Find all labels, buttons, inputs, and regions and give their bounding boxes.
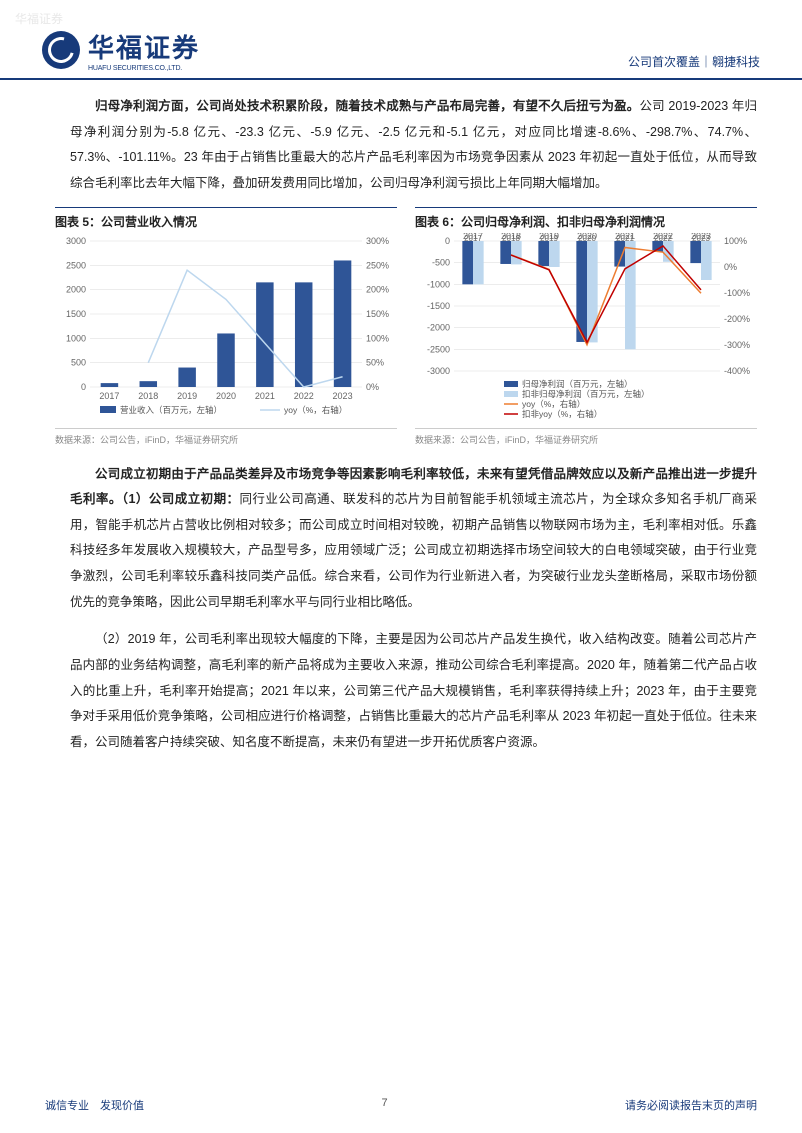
chart-5-title: 图表 5：公司营业收入情况 [55, 207, 397, 233]
chart-6-source: 数据来源：公司公告，iFinD，华福证券研究所 [415, 428, 757, 446]
svg-text:-1500: -1500 [427, 301, 450, 311]
paragraph-3: （2）2019 年，公司毛利率出现较大幅度的下降，主要是因为公司芯片产品发生换代… [0, 615, 802, 755]
svg-text:扣非yoy（%，右轴）: 扣非yoy（%，右轴） [522, 409, 602, 419]
svg-text:0: 0 [81, 382, 86, 392]
chart-6-title: 图表 6：公司归母净利润、扣非归母净利润情况 [415, 207, 757, 233]
svg-text:2017: 2017 [464, 234, 482, 243]
svg-text:2022: 2022 [294, 391, 314, 401]
svg-text:300%: 300% [366, 236, 389, 246]
page-footer: 诚信专业 发现价值 7 请务必阅读报告末页的声明 [0, 1097, 802, 1113]
svg-text:2000: 2000 [66, 284, 86, 294]
svg-text:2019: 2019 [540, 234, 558, 243]
svg-text:2020: 2020 [578, 234, 596, 243]
svg-text:yoy（%，右轴）: yoy（%，右轴） [284, 405, 347, 415]
svg-text:扣非归母净利润（百万元，左轴）: 扣非归母净利润（百万元，左轴） [522, 389, 650, 399]
svg-text:2021: 2021 [616, 234, 634, 243]
svg-text:0%: 0% [724, 262, 737, 272]
svg-text:500: 500 [71, 357, 86, 367]
chart-5: 图表 5：公司营业收入情况 0 500 1000 1500 2000 2500 3000 0%… [55, 207, 397, 446]
footer-right: 请务必阅读报告末页的声明 [625, 1097, 757, 1113]
logo: 华福证券 HUAFU SECURITIES.CO.,LTD. [42, 28, 200, 72]
svg-text:100%: 100% [366, 333, 389, 343]
svg-text:0: 0 [445, 236, 450, 246]
chart-5-source: 数据来源：公司公告，iFinD，华福证券研究所 [55, 428, 397, 446]
svg-text:-2000: -2000 [427, 322, 450, 332]
svg-text:-2500: -2500 [427, 344, 450, 354]
page-header: 华福证券 HUAFU SECURITIES.CO.,LTD. 公司首次覆盖｜翱捷… [0, 0, 802, 80]
svg-text:-300%: -300% [724, 340, 750, 350]
svg-text:2017: 2017 [99, 391, 119, 401]
chart-6-svg: -3000 -2500 -2000 -1500 -1000 -500 0 -400% -300%… [415, 233, 757, 423]
svg-text:2021: 2021 [255, 391, 275, 401]
svg-text:1000: 1000 [66, 333, 86, 343]
svg-text:营业收入（百万元，左轴）: 营业收入（百万元，左轴） [120, 405, 222, 415]
logo-icon [42, 31, 80, 69]
svg-text:-200%: -200% [724, 314, 750, 324]
svg-text:yoy（%，右轴）: yoy（%，右轴） [522, 399, 585, 409]
paragraph-1: 归母净利润方面，公司尚处技术积累阶段，随着技术成熟与产品布局完善，有望不久后扭亏… [0, 80, 802, 197]
svg-text:0%: 0% [366, 382, 379, 392]
chart-6: 图表 6：公司归母净利润、扣非归母净利润情况 -3000 -2500 -2000 -1… [415, 207, 757, 446]
svg-text:-100%: -100% [724, 288, 750, 298]
svg-text:-3000: -3000 [427, 366, 450, 376]
svg-text:1500: 1500 [66, 309, 86, 319]
charts-row: 图表 5：公司营业收入情况 0 500 1000 1500 2000 2500 3000 0%… [0, 197, 802, 446]
footer-left: 诚信专业 发现价值 [45, 1097, 144, 1113]
svg-text:-1000: -1000 [427, 279, 450, 289]
svg-text:-500: -500 [432, 257, 450, 267]
svg-text:3000: 3000 [66, 236, 86, 246]
p3: （2）2019 年，公司毛利率出现较大幅度的下降，主要是因为公司芯片产品发生换代… [70, 627, 757, 755]
svg-text:2019: 2019 [177, 391, 197, 401]
svg-text:150%: 150% [366, 309, 389, 319]
footer-page: 7 [381, 1097, 387, 1113]
header-right: 公司首次覆盖｜翱捷科技 [628, 53, 760, 72]
svg-text:2023: 2023 [333, 391, 353, 401]
svg-text:-400%: -400% [724, 366, 750, 376]
svg-text:100%: 100% [724, 236, 747, 246]
logo-cn: 华福证券 [88, 28, 200, 65]
svg-text:2020: 2020 [216, 391, 236, 401]
svg-text:归母净利润（百万元，左轴）: 归母净利润（百万元，左轴） [522, 379, 633, 389]
svg-text:200%: 200% [366, 284, 389, 294]
svg-text:2023: 2023 [692, 234, 710, 243]
logo-en: HUAFU SECURITIES.CO.,LTD. [88, 65, 200, 72]
svg-text:250%: 250% [366, 260, 389, 270]
svg-text:50%: 50% [366, 357, 384, 367]
paragraph-2: 公司成立初期由于产品品类差异及市场竞争等因素影响毛利率较低，未来有望凭借品牌效应… [0, 446, 802, 616]
svg-text:2500: 2500 [66, 260, 86, 270]
p2-rest: 同行业公司高通、联发科的芯片为目前智能手机领域主流芯片，为全球众多知名手机厂商采… [70, 492, 757, 609]
svg-text:2018: 2018 [138, 391, 158, 401]
p1-bold: 归母净利润方面，公司尚处技术积累阶段，随着技术成熟与产品布局完善，有望不久后扭亏… [95, 99, 639, 113]
chart-5-svg: 0 500 1000 1500 2000 2500 3000 0% 50% 100% 150% 200… [55, 233, 397, 423]
svg-text:2018: 2018 [502, 234, 520, 243]
svg-text:2022: 2022 [654, 234, 672, 243]
